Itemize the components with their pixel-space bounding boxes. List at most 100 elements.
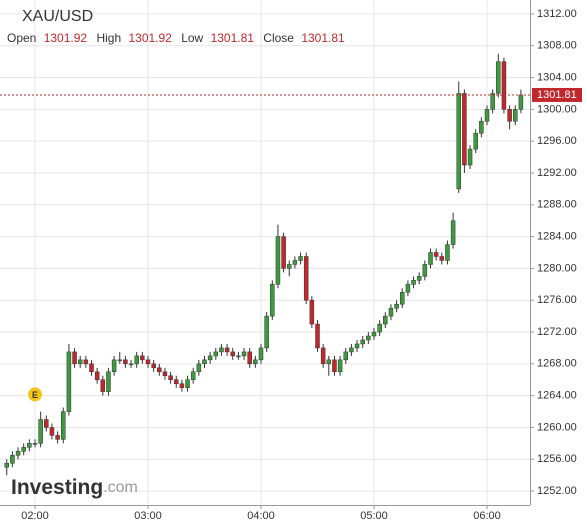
- candle-body: [174, 379, 179, 384]
- y-tick-label: 1308.00: [537, 40, 577, 52]
- candle-body: [10, 455, 15, 464]
- y-tick-label: 1296.00: [537, 135, 577, 147]
- candle-body: [473, 132, 478, 150]
- candle-body: [15, 451, 21, 456]
- candle-body: [179, 383, 185, 388]
- candle-body: [371, 331, 377, 337]
- candle-body: [185, 379, 190, 388]
- candle-body: [236, 355, 241, 358]
- y-tick-label: 1288.00: [537, 199, 577, 211]
- watermark-brand: Investing: [11, 476, 103, 499]
- x-tick-label: 04:00: [247, 510, 275, 522]
- y-tick-label: 1312.00: [537, 8, 577, 20]
- candle-body: [21, 447, 26, 452]
- candle-body: [394, 303, 399, 309]
- candle-body: [111, 359, 117, 373]
- candle-body: [100, 379, 106, 392]
- candle-body: [27, 443, 32, 448]
- low-label: Low: [181, 31, 203, 45]
- candle-body: [292, 260, 298, 265]
- candle-body: [450, 220, 456, 245]
- candle-body: [162, 371, 168, 377]
- y-tick-label: 1276.00: [537, 294, 577, 306]
- y-tick-label: 1304.00: [537, 71, 577, 83]
- candle-body: [388, 307, 394, 317]
- candle-body: [490, 93, 495, 110]
- event-label: E: [32, 390, 38, 400]
- candle-body: [190, 371, 196, 380]
- candle-body: [507, 109, 512, 122]
- candle-body: [303, 256, 309, 301]
- candle-body: [168, 375, 173, 380]
- candle-body: [400, 292, 405, 305]
- candle-body: [258, 347, 264, 361]
- high-value: 1301.92: [128, 31, 172, 45]
- candle-body: [72, 351, 77, 365]
- candle-body: [247, 351, 252, 365]
- candle-body: [134, 355, 139, 365]
- candle-body: [315, 323, 320, 349]
- candle-body: [422, 264, 428, 277]
- y-tick-label: 1292.00: [537, 167, 577, 179]
- candle-body: [55, 435, 60, 440]
- candle-body: [287, 264, 292, 269]
- candle-body: [439, 256, 445, 261]
- candle-body: [241, 351, 247, 357]
- x-tick-label: 05:00: [360, 510, 388, 522]
- candle-body: [281, 236, 286, 269]
- candle-body: [518, 94, 524, 110]
- candle-body: [405, 284, 411, 293]
- candle-body: [377, 323, 382, 333]
- y-tick-label: 1300.00: [537, 103, 577, 115]
- candle-body: [157, 367, 162, 373]
- candle-body: [264, 315, 269, 349]
- close-value: 1301.81: [301, 31, 345, 45]
- candle-body: [479, 121, 484, 134]
- candle-body: [433, 252, 439, 257]
- x-tick-label: 02:00: [21, 510, 49, 522]
- candle-body: [332, 359, 337, 373]
- watermark-suffix: .com: [103, 479, 138, 496]
- candle-body: [416, 276, 422, 281]
- candle-body: [456, 93, 461, 190]
- y-tick-label: 1280.00: [537, 262, 577, 274]
- candle-body: [349, 347, 354, 353]
- candle-body: [77, 359, 83, 365]
- candle-body: [44, 419, 49, 428]
- candle-body: [219, 347, 224, 353]
- symbol: XAU/USD: [22, 8, 93, 25]
- candle-body: [462, 93, 467, 166]
- candle-body: [32, 443, 38, 445]
- candle-body: [275, 236, 281, 285]
- x-tick-label: 06:00: [473, 510, 501, 522]
- y-tick-label: 1256.00: [537, 453, 577, 465]
- candle-body: [298, 256, 303, 261]
- candle-body: [4, 462, 9, 468]
- candle-body: [366, 335, 371, 341]
- last-price-tag: [532, 87, 582, 102]
- candle-body: [383, 315, 388, 325]
- high-label: High: [96, 31, 121, 45]
- candle-body: [38, 419, 43, 444]
- candle-body: [501, 61, 507, 110]
- candle-body: [484, 109, 490, 122]
- candle-body: [213, 351, 219, 357]
- candle-body: [207, 355, 213, 361]
- y-tick-label: 1284.00: [537, 231, 577, 243]
- candle-body: [202, 359, 207, 365]
- candle-body: [411, 280, 416, 285]
- watermark: Investing.com: [11, 476, 138, 499]
- low-value: 1301.81: [211, 31, 255, 45]
- candle-body: [151, 363, 156, 369]
- candle-body: [145, 359, 151, 365]
- candle-body: [270, 284, 275, 317]
- candle-body: [428, 252, 433, 265]
- open-value: 1301.92: [44, 31, 88, 45]
- candle-body: [224, 347, 230, 353]
- candle-body: [445, 244, 450, 261]
- candle-body: [230, 351, 235, 357]
- candle-body: [196, 363, 202, 373]
- y-tick-label: 1260.00: [537, 421, 577, 433]
- candle-body: [513, 109, 518, 122]
- close-label: Close: [263, 31, 294, 45]
